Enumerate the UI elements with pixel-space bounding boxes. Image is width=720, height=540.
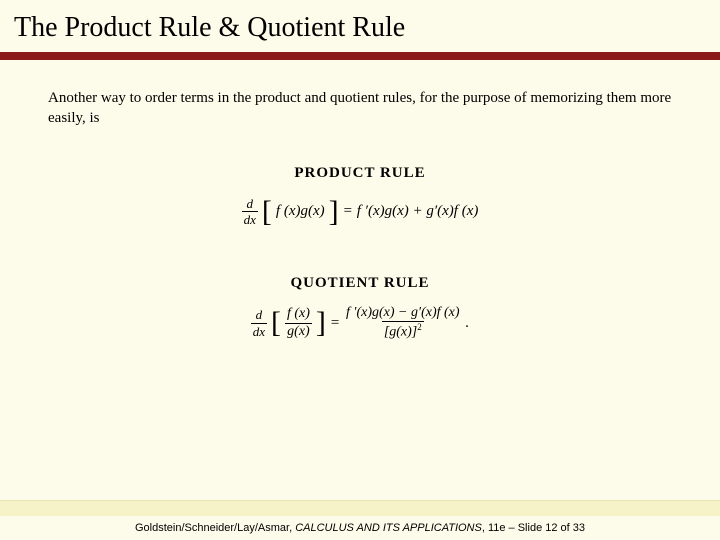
footer-bar bbox=[0, 500, 720, 516]
inner-den: g(x) bbox=[285, 323, 312, 340]
divider-bar bbox=[0, 52, 720, 60]
product-inside: f (x)g(x) bbox=[276, 203, 325, 220]
product-rhs: f ′(x)g(x) + g′(x)f (x) bbox=[357, 203, 479, 220]
rhs-den-exp: 2 bbox=[417, 322, 422, 332]
quotient-rule-heading: QUOTIENT RULE bbox=[48, 275, 672, 292]
inner-num: f (x) bbox=[285, 307, 312, 323]
footer-authors: Goldstein/Schneider/Lay/Asmar, bbox=[135, 522, 295, 534]
rhs-num: f ′(x)g(x) − g′(x)f (x) bbox=[344, 306, 462, 322]
right-bracket: ] bbox=[329, 197, 339, 227]
product-rule-formula: d dx [ f (x)g(x) ] = f ′(x)g(x) + g′(x)f… bbox=[48, 196, 672, 227]
ddx-fraction-q: d dx bbox=[251, 308, 267, 338]
content-area: Another way to order terms in the produc… bbox=[0, 60, 720, 341]
intro-text: Another way to order terms in the produc… bbox=[48, 88, 672, 129]
equals: = bbox=[343, 203, 353, 220]
footer-rest: , 11e – Slide 12 of 33 bbox=[482, 522, 585, 534]
left-bracket-q: [ bbox=[271, 308, 281, 338]
left-bracket: [ bbox=[262, 197, 272, 227]
page-title: The Product Rule & Quotient Rule bbox=[14, 12, 706, 44]
product-rule-heading: PRODUCT RULE bbox=[48, 165, 672, 182]
ddx-den: dx bbox=[242, 211, 258, 227]
equals-q: = bbox=[330, 315, 340, 332]
title-block: The Product Rule & Quotient Rule bbox=[0, 0, 720, 52]
ddx-fraction: d dx bbox=[242, 197, 258, 227]
rhs-fraction: f ′(x)g(x) − g′(x)f (x) [g(x)]2 bbox=[344, 306, 462, 341]
footer: Goldstein/Schneider/Lay/Asmar, CALCULUS … bbox=[0, 516, 720, 540]
right-bracket-q: ] bbox=[316, 308, 326, 338]
footer-book: CALCULUS AND ITS APPLICATIONS bbox=[295, 522, 482, 534]
ddx-num-q: d bbox=[254, 308, 265, 323]
rhs-den: [g(x)]2 bbox=[382, 321, 424, 340]
ddx-den-q: dx bbox=[251, 323, 267, 339]
ddx-num: d bbox=[245, 197, 256, 212]
quotient-rule-formula: d dx [ f (x) g(x) ] = f ′(x)g(x) − g′(x)… bbox=[48, 306, 672, 341]
period: . bbox=[466, 315, 470, 332]
rhs-den-base: [g(x)] bbox=[384, 325, 417, 340]
inner-fraction: f (x) g(x) bbox=[285, 307, 312, 339]
